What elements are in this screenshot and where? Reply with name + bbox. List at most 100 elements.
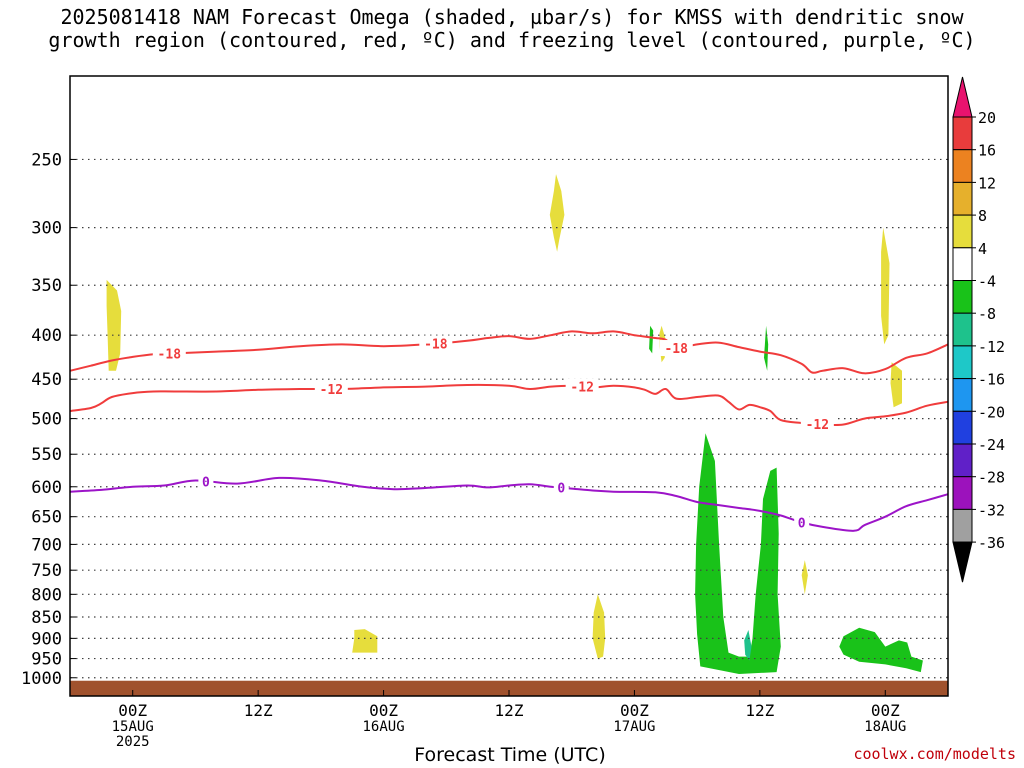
colorbar-swatch-8 <box>952 345 973 380</box>
colorbar-swatch-11 <box>952 443 973 478</box>
contour-1-label-bg <box>152 345 186 362</box>
colorbar-swatch-3 <box>952 181 973 216</box>
colorbar-swatch-13 <box>952 508 973 543</box>
colorbar-label-7: -8 <box>978 305 996 323</box>
contour-3-label: 0 <box>798 516 806 531</box>
x-axis-title: Forecast Time (UTC) <box>414 744 606 766</box>
ytick-label-600: 600 <box>31 478 62 498</box>
ytick-label-950: 950 <box>31 650 62 670</box>
ytick-label-850: 850 <box>31 608 62 628</box>
xtick-label-6-1: 12Z <box>745 701 774 720</box>
colorbar-label-12: -28 <box>978 469 1005 487</box>
xtick-label-1-3: 2025 <box>116 734 150 750</box>
omega-region-1 <box>106 279 122 371</box>
colorbar-label-13: -32 <box>978 501 1005 519</box>
ytick-label-650: 650 <box>31 508 62 528</box>
xtick-label-2-1: 12Z <box>244 701 273 720</box>
terrain-band <box>70 680 948 696</box>
ytick-label-250: 250 <box>31 150 62 170</box>
ytick-label-1000: 1000 <box>21 669 62 689</box>
colorbar-bottom-arrow <box>952 541 973 583</box>
ytick-label-700: 700 <box>31 535 62 555</box>
ytick-label-500: 500 <box>31 410 62 430</box>
omega-region-8 <box>801 560 808 595</box>
omega-shading <box>106 174 923 674</box>
colorbar-label-1: 20 <box>978 109 996 127</box>
contour-1-label: -18 <box>664 342 688 357</box>
ytick-label-900: 900 <box>31 629 62 649</box>
omega-region-6 <box>881 227 890 345</box>
colorbar-swatch-1 <box>952 116 973 151</box>
omega-region-9 <box>695 433 781 674</box>
contour-3-label: 0 <box>557 482 565 497</box>
xtick-label-3-2: 16AUG <box>362 719 404 735</box>
colorbar-label-6: -4 <box>978 273 996 291</box>
contour-1-label-bg <box>419 335 453 352</box>
contour-2-label: -12 <box>806 418 829 433</box>
colorbar-swatch-7 <box>952 312 973 347</box>
colorbar-swatch-10 <box>952 410 973 445</box>
xtick-label-1-2: 15AUG <box>112 719 154 735</box>
omega-region-7 <box>890 362 902 408</box>
xtick-label-5-1: 00Z <box>620 701 649 720</box>
xtick-label-3-1: 00Z <box>369 701 398 720</box>
title-line-1: 2025081418 NAM Forecast Omega (shaded, µ… <box>60 5 964 29</box>
omega-region-3 <box>352 629 378 653</box>
contour-1-label: -18 <box>424 337 448 352</box>
contour-3-line <box>69 476 949 532</box>
contour-1-label-bg <box>659 340 693 357</box>
contour-2-label: -12 <box>570 381 593 396</box>
colorbar-label-2: 16 <box>978 142 996 160</box>
chart-title: 2025081418 NAM Forecast Omega (shaded, µ… <box>0 6 1024 52</box>
contour-2-label-bg <box>565 378 599 395</box>
omega-region-13 <box>744 630 752 661</box>
contour-3-label: 0 <box>202 475 210 490</box>
contour-3-label-bg <box>794 514 810 531</box>
ytick-label-300: 300 <box>31 219 62 239</box>
ytick-label-800: 800 <box>31 585 62 605</box>
axes: 2503003504004505005506006507007508008509… <box>21 75 949 750</box>
xtick-label-7-1: 00Z <box>871 701 900 720</box>
contour-2-label: -12 <box>320 383 343 398</box>
colorbar-swatch-4 <box>952 214 973 249</box>
colorbar-swatch-9 <box>952 378 973 412</box>
colorbar-label-5: 4 <box>978 240 987 258</box>
contour-3-label-bg <box>553 479 569 496</box>
ytick-label-350: 350 <box>31 276 62 296</box>
colorbar-swatch-5 <box>952 247 973 282</box>
colorbar-swatch-12 <box>952 476 973 510</box>
xtick-label-4-1: 12Z <box>495 701 524 720</box>
contour-2-label-bg <box>800 416 834 433</box>
colorbar-label-9: -16 <box>978 371 1005 389</box>
contour-2-label-bg <box>314 381 348 398</box>
colorbar: 20 16 12 8 4 -4 -8 -12 -16 -20 -24 -28 -32 -36 <box>952 76 1005 583</box>
contour-1-label: -18 <box>158 348 182 363</box>
ytick-label-450: 450 <box>31 370 62 390</box>
omega-region-12 <box>839 627 923 673</box>
ytick-label-750: 750 <box>31 561 62 581</box>
colorbar-label-14: -36 <box>978 534 1005 552</box>
ytick-label-400: 400 <box>31 326 62 346</box>
pressure-gridlines <box>70 158 948 679</box>
terrain-layer <box>70 680 948 696</box>
title-line-2: growth region (contoured, red, ºC) and f… <box>48 28 976 52</box>
colorbar-label-3: 12 <box>978 174 996 192</box>
colorbar-swatch-6 <box>952 280 973 314</box>
site-credit: coolwx.com/modelts <box>853 745 1016 763</box>
omega-region-2 <box>549 174 565 252</box>
omega-region-4 <box>592 594 606 659</box>
contour-3-label-bg <box>198 473 214 490</box>
contour-1-line <box>69 330 949 375</box>
colorbar-label-10: -20 <box>978 403 1005 421</box>
omega-region-11 <box>764 325 769 371</box>
colorbar-swatch-2 <box>952 149 973 183</box>
temperature-contours: -18 -18 -18 -12 -12 -12 0 0 0 <box>69 330 949 532</box>
xtick-label-7-2: 18AUG <box>864 719 906 735</box>
colorbar-top-arrow <box>952 76 973 118</box>
colorbar-label-11: -24 <box>978 436 1005 454</box>
ytick-label-550: 550 <box>31 445 62 465</box>
xtick-label-5-2: 17AUG <box>613 719 655 735</box>
colorbar-label-8: -12 <box>978 338 1005 356</box>
colorbar-label-4: 8 <box>978 207 987 225</box>
